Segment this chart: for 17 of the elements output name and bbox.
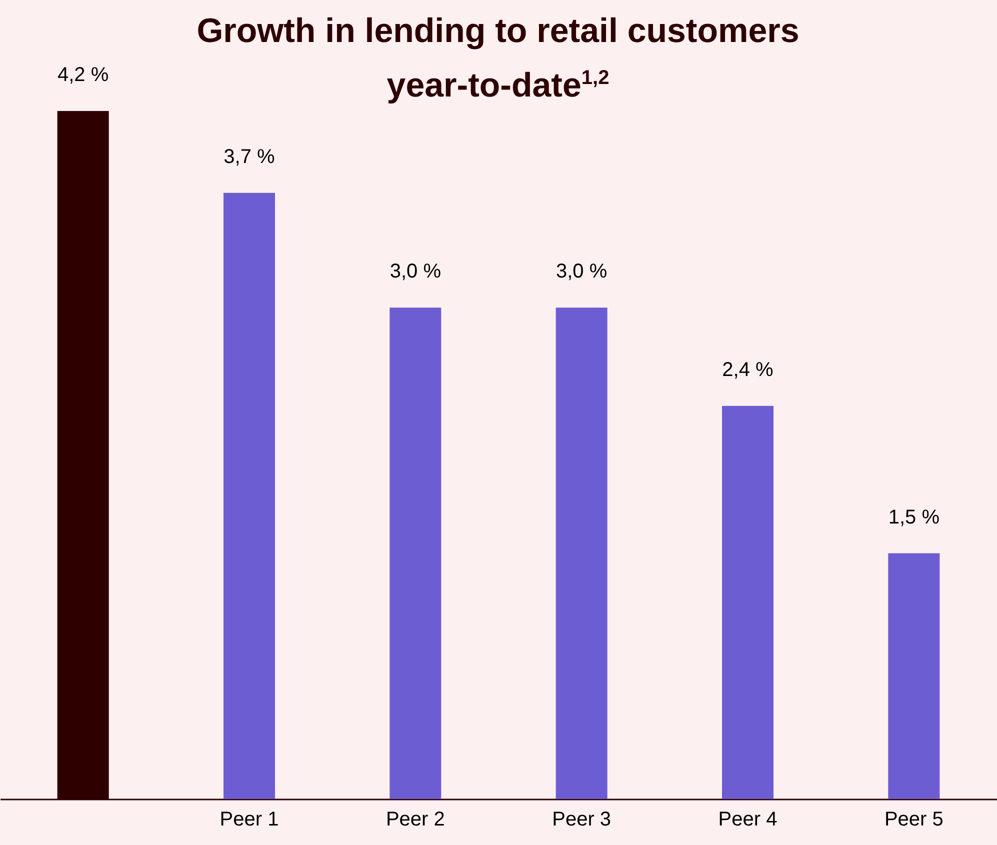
data-label: 4,2 % (58, 64, 109, 86)
x-tick-label: Peer 5 (884, 808, 944, 830)
bar (390, 308, 442, 799)
bar (722, 406, 774, 799)
data-label: 1,5 % (888, 506, 940, 528)
bar (556, 308, 608, 799)
x-tick-label: Peer 2 (386, 808, 445, 830)
bar (888, 553, 940, 799)
bar (223, 192, 276, 799)
data-label: 2,4 % (722, 358, 774, 381)
data-label: 3,0 % (556, 260, 608, 283)
data-label: 3,7 % (224, 146, 276, 168)
x-tick-label: Peer 3 (552, 808, 612, 830)
data-label: 3,0 % (390, 260, 442, 283)
x-tick-label: Peer 1 (220, 808, 279, 830)
chart-title: Growth in lending to retail customers year-to-date$^{1,2}$ (196, 11, 800, 106)
x-tick-label: Peer 4 (718, 808, 778, 830)
